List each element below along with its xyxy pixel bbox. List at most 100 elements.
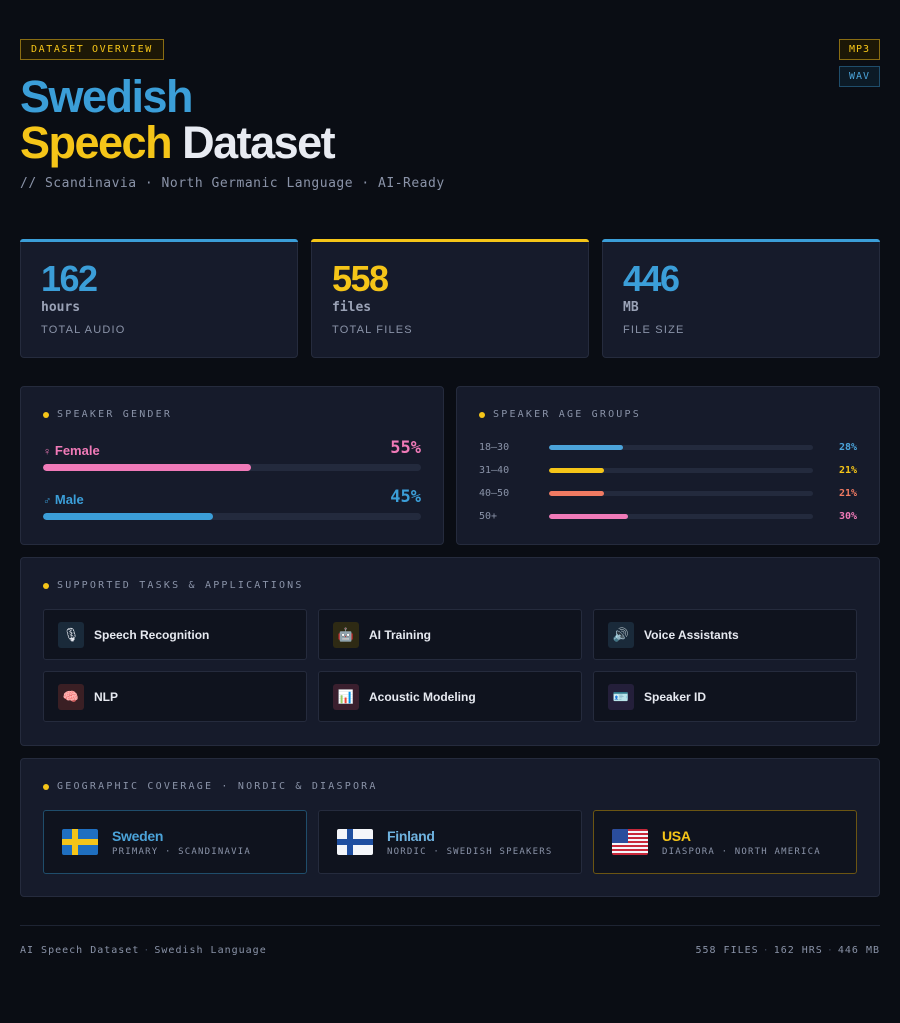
speaker-gender-panel: SPEAKER GENDER ♀ Female 55% ♂ Male 45% <box>20 386 444 545</box>
task-speaker-id: 🪪 Speaker ID <box>593 671 857 722</box>
age-percent: 30% <box>838 511 857 522</box>
age-label: 18–30 <box>479 442 510 453</box>
age-bar-track <box>549 468 813 473</box>
age-row: 18–30 28% <box>479 436 857 459</box>
stats-row: 162 hours TOTAL AUDIO 558 files TOTAL FI… <box>20 239 880 358</box>
task-label: Voice Assistants <box>644 627 739 642</box>
stat-value: 162 <box>41 258 98 299</box>
supported-tasks-panel: SUPPORTED TASKS & APPLICATIONS 🎙 Speech … <box>20 557 880 746</box>
bar-chart-icon: 📊 <box>333 683 359 710</box>
footer-right: 558 FILES · 162 HRS · 446 MB <box>695 945 880 956</box>
task-label: AI Training <box>369 627 432 642</box>
footer: AI Speech Dataset · Swedish Language 558 F… <box>20 925 880 956</box>
age-label: 50+ <box>479 511 498 522</box>
stat-value: 558 <box>332 258 389 299</box>
age-bar-track <box>549 445 813 450</box>
footer-left: AI Speech Dataset · Swedish Language <box>20 945 267 956</box>
country-card-usa: USA DIASPORA · NORTH AMERICA <box>593 810 857 874</box>
age-rows: 18–30 28% 31–40 21% 40–50 21% 50+ 30% <box>479 436 857 528</box>
country-grid: Sweden PRIMARY · SCANDINAVIA Finland NOR… <box>43 810 857 874</box>
country-subtitle: DIASPORA · NORTH AMERICA <box>662 846 821 857</box>
gender-row-male: ♂ Male 45% <box>43 487 421 520</box>
title-line-1: Swedish <box>20 71 194 122</box>
age-percent: 21% <box>838 488 857 499</box>
gender-label: Male <box>54 492 84 507</box>
gender-percent: 55% <box>390 438 421 458</box>
stat-unit: hours <box>41 300 81 315</box>
task-label: Speech Recognition <box>94 627 210 642</box>
age-label: 40–50 <box>479 488 510 499</box>
dataset-overview-badge: DATASET OVERVIEW <box>20 39 164 60</box>
stat-value: 446 <box>623 258 680 299</box>
task-speech-recognition: 🎙 Speech Recognition <box>43 609 307 660</box>
speaker-age-panel: SPEAKER AGE GROUPS 18–30 28% 31–40 21% 4… <box>456 386 880 545</box>
gender-bar-fill <box>43 464 251 471</box>
panel-title: GEOGRAPHIC COVERAGE · NORDIC & DIASPORA <box>43 781 857 792</box>
country-name: Finland <box>387 827 435 844</box>
stat-card-audio: 162 hours TOTAL AUDIO <box>20 239 298 358</box>
sweden-flag-icon <box>62 829 98 855</box>
age-row: 40–50 21% <box>479 482 857 505</box>
age-bar-track <box>549 514 813 519</box>
page-title: Swedish Speech Dataset <box>20 74 880 166</box>
format-badge-mp3: MP3 <box>838 39 880 60</box>
country-card-finland: Finland NORDIC · SWEDISH SPEAKERS <box>318 810 582 874</box>
male-symbol-icon: ♂ <box>43 495 52 507</box>
usa-flag-icon <box>612 829 648 855</box>
panel-title: SPEAKER GENDER <box>43 409 421 420</box>
geographic-coverage-panel: GEOGRAPHIC COVERAGE · NORDIC & DIASPORA … <box>20 758 880 897</box>
gender-label: Female <box>54 443 100 458</box>
task-label: Speaker ID <box>644 689 707 704</box>
stat-label: FILE SIZE <box>623 324 685 336</box>
age-bar-fill <box>549 445 623 450</box>
age-percent: 21% <box>838 465 857 476</box>
age-bar-fill <box>549 491 605 496</box>
age-row: 50+ 30% <box>479 505 857 528</box>
header: DATASET OVERVIEW MP3 WAV Swedish Speech … <box>20 39 880 191</box>
robot-icon: 🤖 <box>333 621 359 648</box>
country-card-sweden: Sweden PRIMARY · SCANDINAVIA <box>43 810 307 874</box>
age-bar-fill <box>549 514 629 519</box>
panel-title: SUPPORTED TASKS & APPLICATIONS <box>43 580 857 591</box>
age-percent: 28% <box>838 442 857 453</box>
stat-card-size: 446 MB FILE SIZE <box>602 239 880 358</box>
stat-label: TOTAL AUDIO <box>41 324 126 336</box>
bullet-dot-icon <box>479 411 485 418</box>
bullet-dot-icon <box>43 411 49 418</box>
gender-row-female: ♀ Female 55% <box>43 438 421 471</box>
country-subtitle: PRIMARY · SCANDINAVIA <box>112 846 251 857</box>
panel-title: SPEAKER AGE GROUPS <box>479 409 857 420</box>
age-row: 31–40 21% <box>479 459 857 482</box>
title-word-speech: Speech <box>20 117 173 168</box>
stat-card-files: 558 files TOTAL FILES <box>311 239 589 358</box>
speaker-icon: 🔊 <box>608 621 634 648</box>
task-voice-assistants: 🔊 Voice Assistants <box>593 609 857 660</box>
gender-percent: 45% <box>390 487 421 507</box>
title-word-dataset: Dataset <box>182 117 336 168</box>
microphone-icon: 🎙 <box>58 621 84 648</box>
country-name: Sweden <box>112 827 164 844</box>
gender-bar-track <box>43 464 421 471</box>
id-card-icon: 🪪 <box>608 683 634 710</box>
age-label: 31–40 <box>479 465 510 476</box>
format-badges: MP3 WAV <box>838 39 880 87</box>
finland-flag-icon <box>337 829 373 855</box>
brain-icon: 🧠 <box>58 683 84 710</box>
age-bar-fill <box>549 468 605 473</box>
page-subtitle: // Scandinavia · North Germanic Language… <box>20 176 445 191</box>
task-acoustic-modeling: 📊 Acoustic Modeling <box>318 671 582 722</box>
gender-bar-track <box>43 513 421 520</box>
female-symbol-icon: ♀ <box>43 446 52 458</box>
task-nlp: 🧠 NLP <box>43 671 307 722</box>
task-ai-training: 🤖 AI Training <box>318 609 582 660</box>
task-grid: 🎙 Speech Recognition 🤖 AI Training 🔊 Voi… <box>43 609 857 722</box>
bullet-dot-icon <box>43 783 49 790</box>
task-label: Acoustic Modeling <box>369 689 476 704</box>
country-subtitle: NORDIC · SWEDISH SPEAKERS <box>387 846 553 857</box>
country-name: USA <box>662 827 691 844</box>
task-label: NLP <box>94 689 118 704</box>
stat-unit: files <box>332 300 372 315</box>
stat-unit: MB <box>623 300 639 315</box>
age-bar-track <box>549 491 813 496</box>
format-badge-wav: WAV <box>838 66 880 87</box>
